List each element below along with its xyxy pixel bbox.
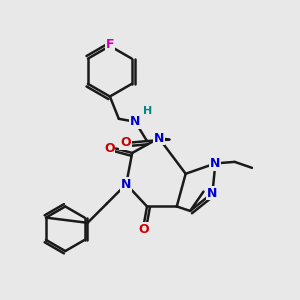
Text: N: N — [207, 187, 218, 200]
Text: O: O — [120, 136, 130, 149]
Text: N: N — [210, 157, 220, 170]
Text: F: F — [106, 38, 114, 51]
Text: N: N — [121, 178, 131, 191]
Text: N: N — [154, 132, 164, 145]
Text: O: O — [104, 142, 115, 155]
Text: N: N — [130, 115, 140, 128]
Text: H: H — [143, 106, 153, 116]
Text: O: O — [139, 223, 149, 236]
